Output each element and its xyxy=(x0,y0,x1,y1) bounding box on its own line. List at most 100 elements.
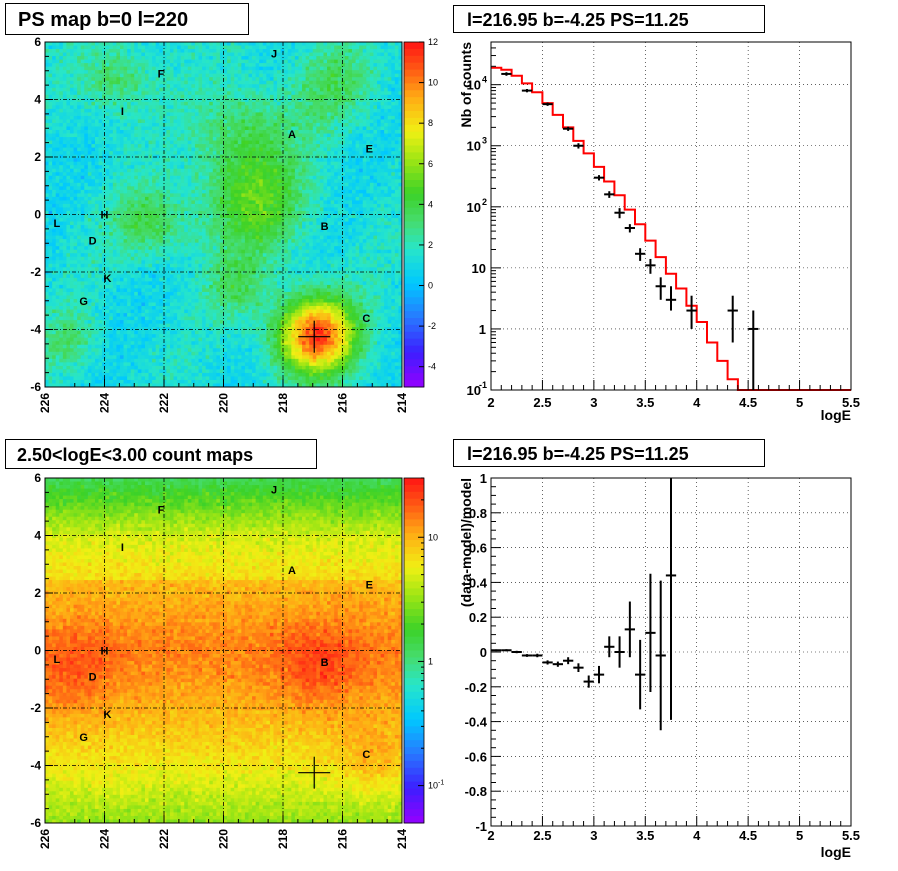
map-cell xyxy=(273,144,278,149)
map-cell xyxy=(237,140,242,145)
map-cell xyxy=(266,91,271,96)
map-cell xyxy=(148,189,153,194)
map-cell xyxy=(219,147,224,152)
map-cell xyxy=(330,137,335,141)
map-cell xyxy=(284,130,289,134)
map-cell xyxy=(202,87,207,92)
map-cell xyxy=(141,207,146,212)
map-cell xyxy=(227,87,232,92)
map-cell xyxy=(362,200,367,205)
map-cell xyxy=(109,94,114,99)
map-cell xyxy=(69,105,74,110)
map-cell xyxy=(266,101,271,106)
map-cell xyxy=(73,52,78,57)
map-cell xyxy=(369,151,374,156)
map-cell xyxy=(198,66,203,71)
map-cell xyxy=(77,130,82,134)
map-cell xyxy=(127,189,132,194)
map-cell xyxy=(155,63,160,68)
map-cell xyxy=(48,158,53,163)
map-cell xyxy=(109,84,114,89)
map-cell xyxy=(198,130,203,134)
map-cell xyxy=(323,94,328,99)
map-cell xyxy=(262,80,267,85)
map-cell xyxy=(52,165,57,170)
map-cell xyxy=(123,84,128,89)
map-cell xyxy=(352,42,356,46)
map-cell xyxy=(387,73,392,78)
map-cell xyxy=(87,112,92,117)
map-cell xyxy=(148,140,153,145)
map-cell xyxy=(373,172,378,177)
map-cell xyxy=(259,193,264,198)
map-cell xyxy=(134,84,139,89)
map-cell xyxy=(262,101,267,106)
map-cell xyxy=(230,66,235,71)
map-cell xyxy=(166,98,171,103)
map-cell xyxy=(48,172,53,177)
map-cell xyxy=(369,122,374,127)
map-cell xyxy=(134,130,139,134)
map-cell xyxy=(373,140,378,145)
map-cell xyxy=(284,73,289,78)
map-cell xyxy=(355,203,360,208)
map-cell xyxy=(148,122,153,127)
map-cell xyxy=(198,158,203,163)
map-cell xyxy=(269,137,274,141)
map-cell xyxy=(273,70,278,75)
map-cell xyxy=(287,161,292,166)
map-cell xyxy=(223,80,228,85)
map-cell xyxy=(216,56,221,60)
map-cell xyxy=(180,63,185,68)
map-cell xyxy=(373,98,378,103)
map-cell xyxy=(173,70,178,75)
map-cell xyxy=(209,73,214,78)
map-cell xyxy=(244,112,249,117)
map-cell xyxy=(112,168,117,173)
map-cell xyxy=(287,214,292,219)
map-cell xyxy=(102,207,107,212)
map-cell xyxy=(87,200,92,205)
map-cell xyxy=(369,126,374,131)
map-cell xyxy=(162,175,167,180)
map-cell xyxy=(259,87,264,92)
map-cell xyxy=(191,66,196,71)
map-cell xyxy=(384,105,389,110)
map-cell xyxy=(387,98,392,103)
map-cell xyxy=(219,165,224,170)
map-cell xyxy=(327,186,331,191)
map-cell xyxy=(98,101,103,106)
map-cell xyxy=(198,49,203,53)
map-cell xyxy=(255,70,260,75)
map-cell xyxy=(59,77,64,82)
map-cell xyxy=(173,98,178,103)
map-cell xyxy=(55,126,60,131)
map-cell xyxy=(266,56,271,60)
map-cell xyxy=(105,94,110,99)
map-cell xyxy=(248,214,253,219)
map-cell xyxy=(127,133,132,138)
map-cell xyxy=(309,179,314,184)
map-cell xyxy=(52,101,57,106)
map-cell xyxy=(355,179,360,184)
map-cell xyxy=(341,87,346,92)
map-cell xyxy=(327,140,331,145)
map-cell xyxy=(169,189,174,194)
map-cell xyxy=(227,200,232,205)
map-cell xyxy=(377,203,381,208)
map-cell xyxy=(105,154,110,159)
map-cell xyxy=(80,193,85,198)
map-cell xyxy=(191,137,196,141)
map-cell xyxy=(202,52,207,57)
map-cell xyxy=(319,98,324,103)
map-cell xyxy=(130,119,135,124)
map-cell xyxy=(248,80,253,85)
map-cell xyxy=(291,207,296,212)
map-cell xyxy=(102,200,107,205)
map-cell xyxy=(223,179,228,184)
map-cell xyxy=(327,84,331,89)
map-cell xyxy=(391,165,396,170)
map-cell xyxy=(112,137,117,141)
map-cell xyxy=(148,94,153,99)
map-cell xyxy=(284,140,289,145)
